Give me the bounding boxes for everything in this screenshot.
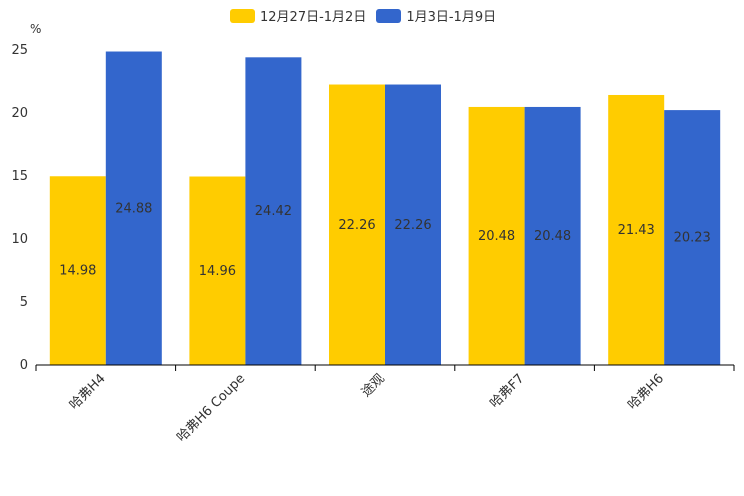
bar-value-label: 20.48 — [534, 229, 571, 244]
bar-value-label: 21.43 — [618, 223, 655, 238]
bar — [189, 176, 246, 365]
legend-item-series-2[interactable]: 1月3日-1月9日 — [376, 6, 496, 25]
x-category-label: 哈弗H4 — [67, 371, 109, 413]
legend-label-series-1: 12月27日-1月2日 — [260, 10, 367, 25]
bar-value-label: 22.26 — [394, 218, 431, 233]
bar-value-label: 24.42 — [255, 204, 292, 219]
bar-value-label: 20.48 — [478, 229, 515, 244]
bar-value-label: 14.96 — [199, 264, 236, 279]
legend-swatch-series-1 — [230, 8, 255, 23]
y-tick-label: 0 — [20, 358, 28, 373]
legend-swatch-series-2 — [376, 8, 402, 23]
bar — [664, 110, 721, 366]
x-category-label: 哈弗F7 — [487, 371, 527, 411]
bar-value-label: 22.26 — [338, 218, 375, 233]
bar — [468, 106, 525, 366]
bar — [245, 57, 302, 366]
bar — [524, 106, 581, 366]
x-category-label: 哈弗H6 Coupe — [174, 371, 248, 445]
y-tick-label: 5 — [20, 295, 28, 310]
y-tick-label: 20 — [11, 106, 28, 121]
legend: 12月27日-1月2日 1月3日-1月9日 — [230, 6, 506, 25]
bar — [385, 84, 441, 366]
bar — [329, 84, 385, 366]
bar-value-label: 20.23 — [674, 231, 711, 246]
y-axis-unit: % — [30, 22, 42, 36]
x-category-label: 途观 — [358, 371, 388, 401]
bar-value-label: 24.88 — [115, 201, 152, 216]
y-tick-label: 10 — [11, 232, 28, 247]
legend-label-series-2: 1月3日-1月9日 — [406, 10, 497, 25]
bar — [105, 51, 162, 366]
bar — [49, 176, 106, 365]
legend-item-series-1[interactable]: 12月27日-1月2日 — [230, 6, 366, 25]
bar-value-label: 14.98 — [59, 264, 96, 279]
bar — [608, 94, 665, 366]
y-tick-label: 15 — [11, 169, 28, 184]
x-category-label: 哈弗H6 — [625, 371, 667, 413]
y-tick-label: 25 — [11, 43, 28, 58]
